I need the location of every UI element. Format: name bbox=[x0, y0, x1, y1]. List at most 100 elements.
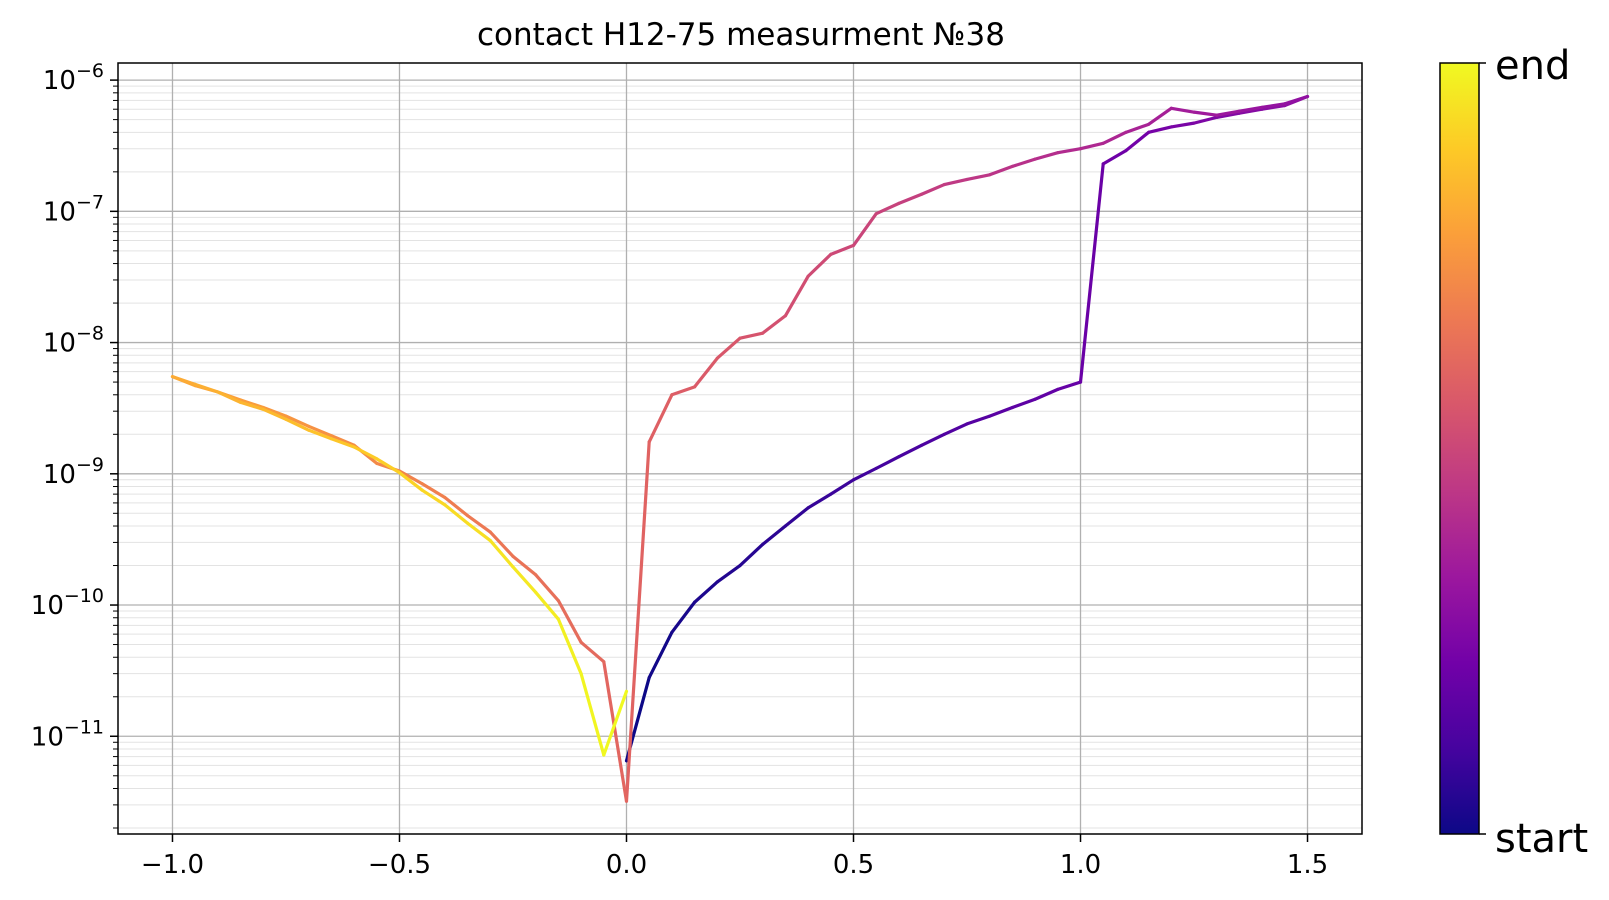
x-tick-label: −0.5 bbox=[368, 850, 431, 880]
series-segment bbox=[851, 212, 878, 248]
series-segment bbox=[1192, 115, 1219, 125]
series-segment bbox=[238, 400, 265, 411]
major-gridlines bbox=[118, 63, 1362, 834]
series-segment bbox=[874, 455, 901, 470]
plot-area-frame bbox=[117, 62, 1363, 835]
series-segment bbox=[1124, 130, 1151, 153]
series-segment bbox=[352, 445, 379, 461]
series-segment bbox=[965, 173, 992, 182]
series-segment bbox=[443, 495, 470, 518]
series-segment bbox=[1124, 122, 1151, 134]
series-segment bbox=[897, 443, 924, 459]
series-segment bbox=[1010, 397, 1037, 410]
series-segment bbox=[829, 243, 856, 256]
series-segment bbox=[851, 466, 878, 482]
x-tick-label: 0.0 bbox=[606, 850, 647, 880]
x-tick-label: 0.5 bbox=[833, 850, 874, 880]
series-segment bbox=[761, 314, 788, 335]
series-segment bbox=[284, 417, 311, 432]
series-segment bbox=[329, 437, 356, 449]
series-segment bbox=[1033, 151, 1060, 161]
series-segment bbox=[193, 382, 220, 394]
series-segment bbox=[874, 201, 901, 216]
series-segment bbox=[920, 182, 946, 196]
x-tick-label: −1.0 bbox=[141, 850, 204, 880]
series-segment bbox=[488, 530, 515, 558]
series-segment bbox=[534, 573, 560, 603]
series-segment bbox=[624, 440, 651, 803]
series-segment bbox=[1283, 94, 1310, 106]
x-tick-label: 1.0 bbox=[1060, 850, 1101, 880]
series-segment bbox=[1033, 387, 1060, 401]
series-segment bbox=[1192, 110, 1219, 117]
series-segment bbox=[715, 563, 742, 584]
series-segment bbox=[329, 434, 356, 447]
series-segment bbox=[715, 336, 742, 360]
series-segment bbox=[738, 542, 765, 568]
series-segment bbox=[806, 492, 833, 510]
series-segment bbox=[556, 599, 583, 644]
series-segment bbox=[1237, 105, 1264, 113]
series-segment bbox=[783, 274, 810, 318]
y-tick-label: 10−10 bbox=[31, 585, 104, 621]
series-segment bbox=[170, 375, 197, 387]
series-segment bbox=[465, 514, 492, 534]
series-segment bbox=[511, 554, 538, 577]
series-segment bbox=[1215, 109, 1242, 117]
series-segment bbox=[602, 660, 629, 803]
sweep-series bbox=[170, 94, 1310, 803]
series-segment bbox=[1147, 106, 1173, 126]
series-segment bbox=[216, 390, 243, 405]
series-segment bbox=[1147, 125, 1173, 134]
colorbar bbox=[1439, 62, 1480, 835]
series-segment bbox=[261, 407, 288, 421]
series-segment bbox=[1078, 141, 1105, 151]
series-segment bbox=[488, 538, 515, 569]
series-segment bbox=[1260, 102, 1287, 109]
series-segment bbox=[1101, 130, 1128, 145]
series-segment bbox=[692, 356, 719, 389]
series-segment bbox=[942, 177, 969, 187]
series-segment bbox=[783, 506, 810, 528]
series-segment bbox=[670, 600, 697, 634]
series-segment bbox=[670, 385, 697, 397]
series-segment bbox=[942, 422, 969, 436]
y-tick-label: 10−7 bbox=[43, 191, 104, 227]
series-segment bbox=[579, 640, 606, 664]
series-segment bbox=[988, 405, 1015, 418]
series-segment bbox=[1260, 103, 1287, 111]
x-tick-label: 1.5 bbox=[1287, 850, 1328, 880]
x-axis: −1.0 −0.5 0.0 0.5 1.0 1.5 bbox=[141, 834, 1328, 880]
series-segment bbox=[375, 457, 402, 475]
chart-title: contact H12-75 measurment №38 bbox=[477, 17, 1005, 53]
series-segment bbox=[556, 617, 583, 676]
series-segment bbox=[420, 488, 447, 507]
series-segment bbox=[829, 478, 856, 496]
series-segment bbox=[511, 565, 538, 594]
series-segment bbox=[443, 503, 470, 525]
series-segment bbox=[647, 630, 674, 680]
series-segment bbox=[465, 521, 492, 543]
series-segment bbox=[420, 482, 447, 500]
series-segment bbox=[965, 414, 992, 426]
series-segment bbox=[1101, 149, 1128, 166]
series-segment bbox=[1215, 111, 1242, 119]
series-segment bbox=[738, 331, 765, 340]
y-tick-label: 10−9 bbox=[43, 454, 104, 490]
series-segment bbox=[261, 405, 288, 418]
series-segment bbox=[1169, 121, 1196, 129]
series-segment bbox=[602, 689, 629, 757]
series-segment bbox=[761, 524, 788, 546]
minor-gridlines bbox=[113, 85, 1362, 829]
colorbar-start-label: start bbox=[1495, 816, 1588, 862]
series-segment bbox=[1169, 106, 1196, 114]
series-segment bbox=[397, 469, 424, 486]
y-tick-label: 10−8 bbox=[43, 323, 104, 359]
series-segment bbox=[307, 424, 333, 438]
series-segment bbox=[897, 192, 924, 205]
series-segment bbox=[579, 672, 606, 757]
series-segment bbox=[1056, 147, 1083, 155]
series-segment bbox=[647, 393, 674, 444]
series-segment bbox=[1237, 107, 1264, 115]
